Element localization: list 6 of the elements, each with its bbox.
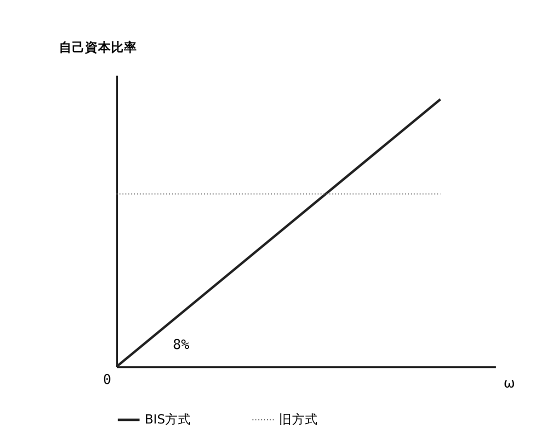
legend-label: 旧方式 [278, 412, 318, 426]
annotation: 8% [172, 337, 190, 354]
text: 0 [102, 372, 112, 388]
y-axis-title: 自己資本比率 [58, 39, 137, 54]
x-axis-title: ω [504, 376, 516, 392]
legend-label: BIS方式 [144, 412, 192, 427]
